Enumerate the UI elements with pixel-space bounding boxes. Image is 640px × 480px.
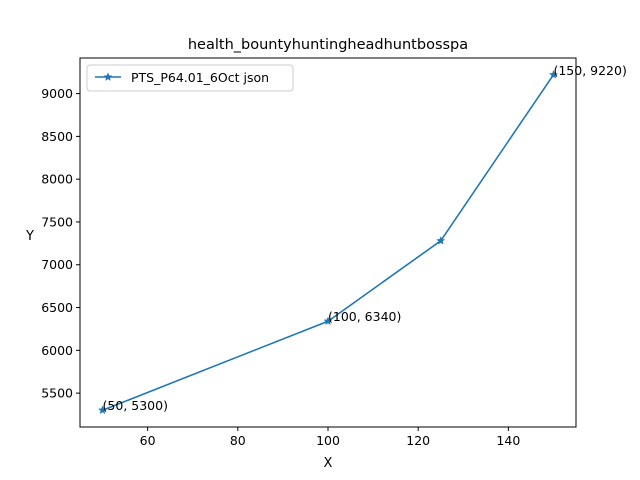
x-tick-label: 120 bbox=[406, 433, 430, 448]
point-annotation: (150, 9220) bbox=[553, 63, 626, 78]
y-tick-label: 7500 bbox=[41, 214, 73, 229]
annotation-layer: (50, 5300) (100, 6340) (150, 9220) bbox=[103, 63, 627, 413]
y-tick-label: 6500 bbox=[41, 300, 73, 315]
point-annotation: (100, 6340) bbox=[328, 309, 401, 324]
x-tick-label: 140 bbox=[496, 433, 520, 448]
series-layer bbox=[98, 70, 558, 414]
y-tick-label: 9000 bbox=[41, 86, 73, 101]
legend-box bbox=[86, 64, 294, 92]
y-tick-label: 8000 bbox=[41, 172, 73, 187]
y-tick-label: 7000 bbox=[41, 257, 73, 272]
data-point-star-marker bbox=[436, 236, 446, 245]
legend-star-marker bbox=[103, 72, 113, 81]
legend-label: PTS_P64.01_6Oct json bbox=[131, 70, 269, 85]
point-annotation: (50, 5300) bbox=[103, 398, 168, 413]
x-tick-label: 80 bbox=[230, 433, 246, 448]
data-point-star-marker bbox=[98, 405, 107, 414]
data-point-star-marker bbox=[323, 316, 333, 325]
x-axis-label: X bbox=[324, 456, 333, 471]
y-tick-label: 6000 bbox=[41, 343, 73, 358]
x-axis-ticks: 60 80 100 120 140 bbox=[140, 427, 520, 448]
series-line bbox=[102, 74, 555, 411]
y-tick-label: 8500 bbox=[41, 129, 73, 144]
y-tick-label: 5500 bbox=[41, 386, 73, 401]
x-tick-label: 60 bbox=[140, 433, 156, 448]
x-tick-label: 100 bbox=[316, 433, 340, 448]
y-axis-ticks: 5500 6000 6500 7000 7500 8000 8500 9000 bbox=[41, 86, 80, 401]
y-axis-label: Y bbox=[25, 229, 34, 244]
plot-frame bbox=[79, 57, 577, 428]
legend: PTS_P64.01_6Oct json bbox=[86, 64, 294, 92]
chart-title: health_bountyhuntingheadhuntbosspa bbox=[188, 37, 468, 53]
data-point-star-marker bbox=[549, 70, 558, 79]
